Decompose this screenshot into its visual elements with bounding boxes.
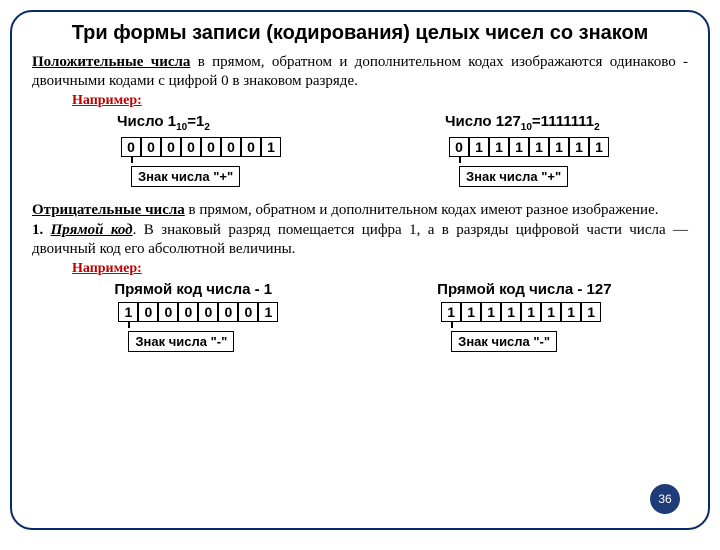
ex2-right-label: Прямой код числа - 127	[437, 281, 611, 298]
para2-text: в прямом, обратном и дополнительном кода…	[185, 202, 659, 218]
ex2-left-bits: 10000001	[118, 302, 278, 322]
example-label-1: Например:	[72, 93, 688, 109]
bit-cell: 1	[489, 137, 509, 157]
bit-cell: 1	[529, 137, 549, 157]
bit-cell: 0	[238, 302, 258, 322]
bit-cell: 0	[218, 302, 238, 322]
connector	[131, 157, 133, 163]
bit-cell: 1	[481, 302, 501, 322]
ex1-right-sign: Знак числа "+"	[459, 166, 568, 187]
bit-cell: 1	[501, 302, 521, 322]
ex1-left-sign: Знак числа "+"	[131, 166, 240, 187]
bit-cell: 1	[258, 302, 278, 322]
ex1-left: Число 110=12 00000001 Знак числа "+"	[111, 113, 281, 187]
bit-cell: 0	[161, 137, 181, 157]
term-negative: Отрицательные числа	[32, 202, 185, 218]
example1-row: Число 110=12 00000001 Знак числа "+" Чис…	[32, 113, 688, 187]
term-positive: Положительные числа	[32, 54, 190, 70]
ex1-left-bits: 00000001	[121, 137, 281, 157]
ex2-left-sign: Знак числа "-"	[128, 331, 234, 352]
ex2-left-label: Прямой код числа - 1	[114, 281, 272, 298]
bit-cell: 1	[509, 137, 529, 157]
bit-cell: 1	[521, 302, 541, 322]
bit-cell: 1	[581, 302, 601, 322]
term-direct: Прямой код	[51, 222, 133, 238]
bit-cell: 0	[241, 137, 261, 157]
paragraph-positive: Положительные числа в прямом, обратном и…	[32, 53, 688, 91]
page-number-badge: 36	[650, 484, 680, 514]
paragraph-direct-code: 1. Прямой код. В знаковый разряд помещае…	[32, 221, 688, 259]
ex1-right-label: Число 12710=11111112	[445, 113, 600, 133]
bit-cell: 0	[141, 137, 161, 157]
bit-cell: 1	[118, 302, 138, 322]
ex1-right-bits: 01111111	[449, 137, 609, 157]
bit-cell: 0	[221, 137, 241, 157]
bit-cell: 1	[541, 302, 561, 322]
connector	[451, 322, 453, 328]
paragraph-negative: Отрицательные числа в прямом, обратном и…	[32, 201, 688, 220]
example-label-2: Например:	[72, 261, 688, 277]
bit-cell: 1	[261, 137, 281, 157]
bit-cell: 0	[158, 302, 178, 322]
bit-cell: 0	[181, 137, 201, 157]
bit-cell: 0	[449, 137, 469, 157]
bit-cell: 1	[549, 137, 569, 157]
bit-cell: 1	[461, 302, 481, 322]
bit-cell: 1	[561, 302, 581, 322]
connector	[459, 157, 461, 163]
ex1-right: Число 12710=11111112 01111111 Знак числа…	[439, 113, 609, 187]
bit-cell: 0	[121, 137, 141, 157]
slide-frame: Три формы записи (кодирования) целых чис…	[10, 10, 710, 530]
ex1-left-label: Число 110=12	[117, 113, 210, 133]
ex2-right-bits: 11111111	[441, 302, 601, 322]
connector	[128, 322, 130, 328]
ex2-right: Прямой код числа - 127 11111111 Знак чис…	[431, 281, 611, 352]
bit-cell: 0	[138, 302, 158, 322]
para3-num: 1.	[32, 222, 51, 238]
bit-cell: 0	[201, 137, 221, 157]
ex2-right-sign: Знак числа "-"	[451, 331, 557, 352]
bit-cell: 1	[441, 302, 461, 322]
bit-cell: 1	[589, 137, 609, 157]
bit-cell: 0	[198, 302, 218, 322]
bit-cell: 0	[178, 302, 198, 322]
ex2-left: Прямой код числа - 1 10000001 Знак числа…	[108, 281, 278, 352]
bit-cell: 1	[569, 137, 589, 157]
slide-title: Три формы записи (кодирования) целых чис…	[32, 22, 688, 45]
bit-cell: 1	[469, 137, 489, 157]
example2-row: Прямой код числа - 1 10000001 Знак числа…	[32, 281, 688, 352]
